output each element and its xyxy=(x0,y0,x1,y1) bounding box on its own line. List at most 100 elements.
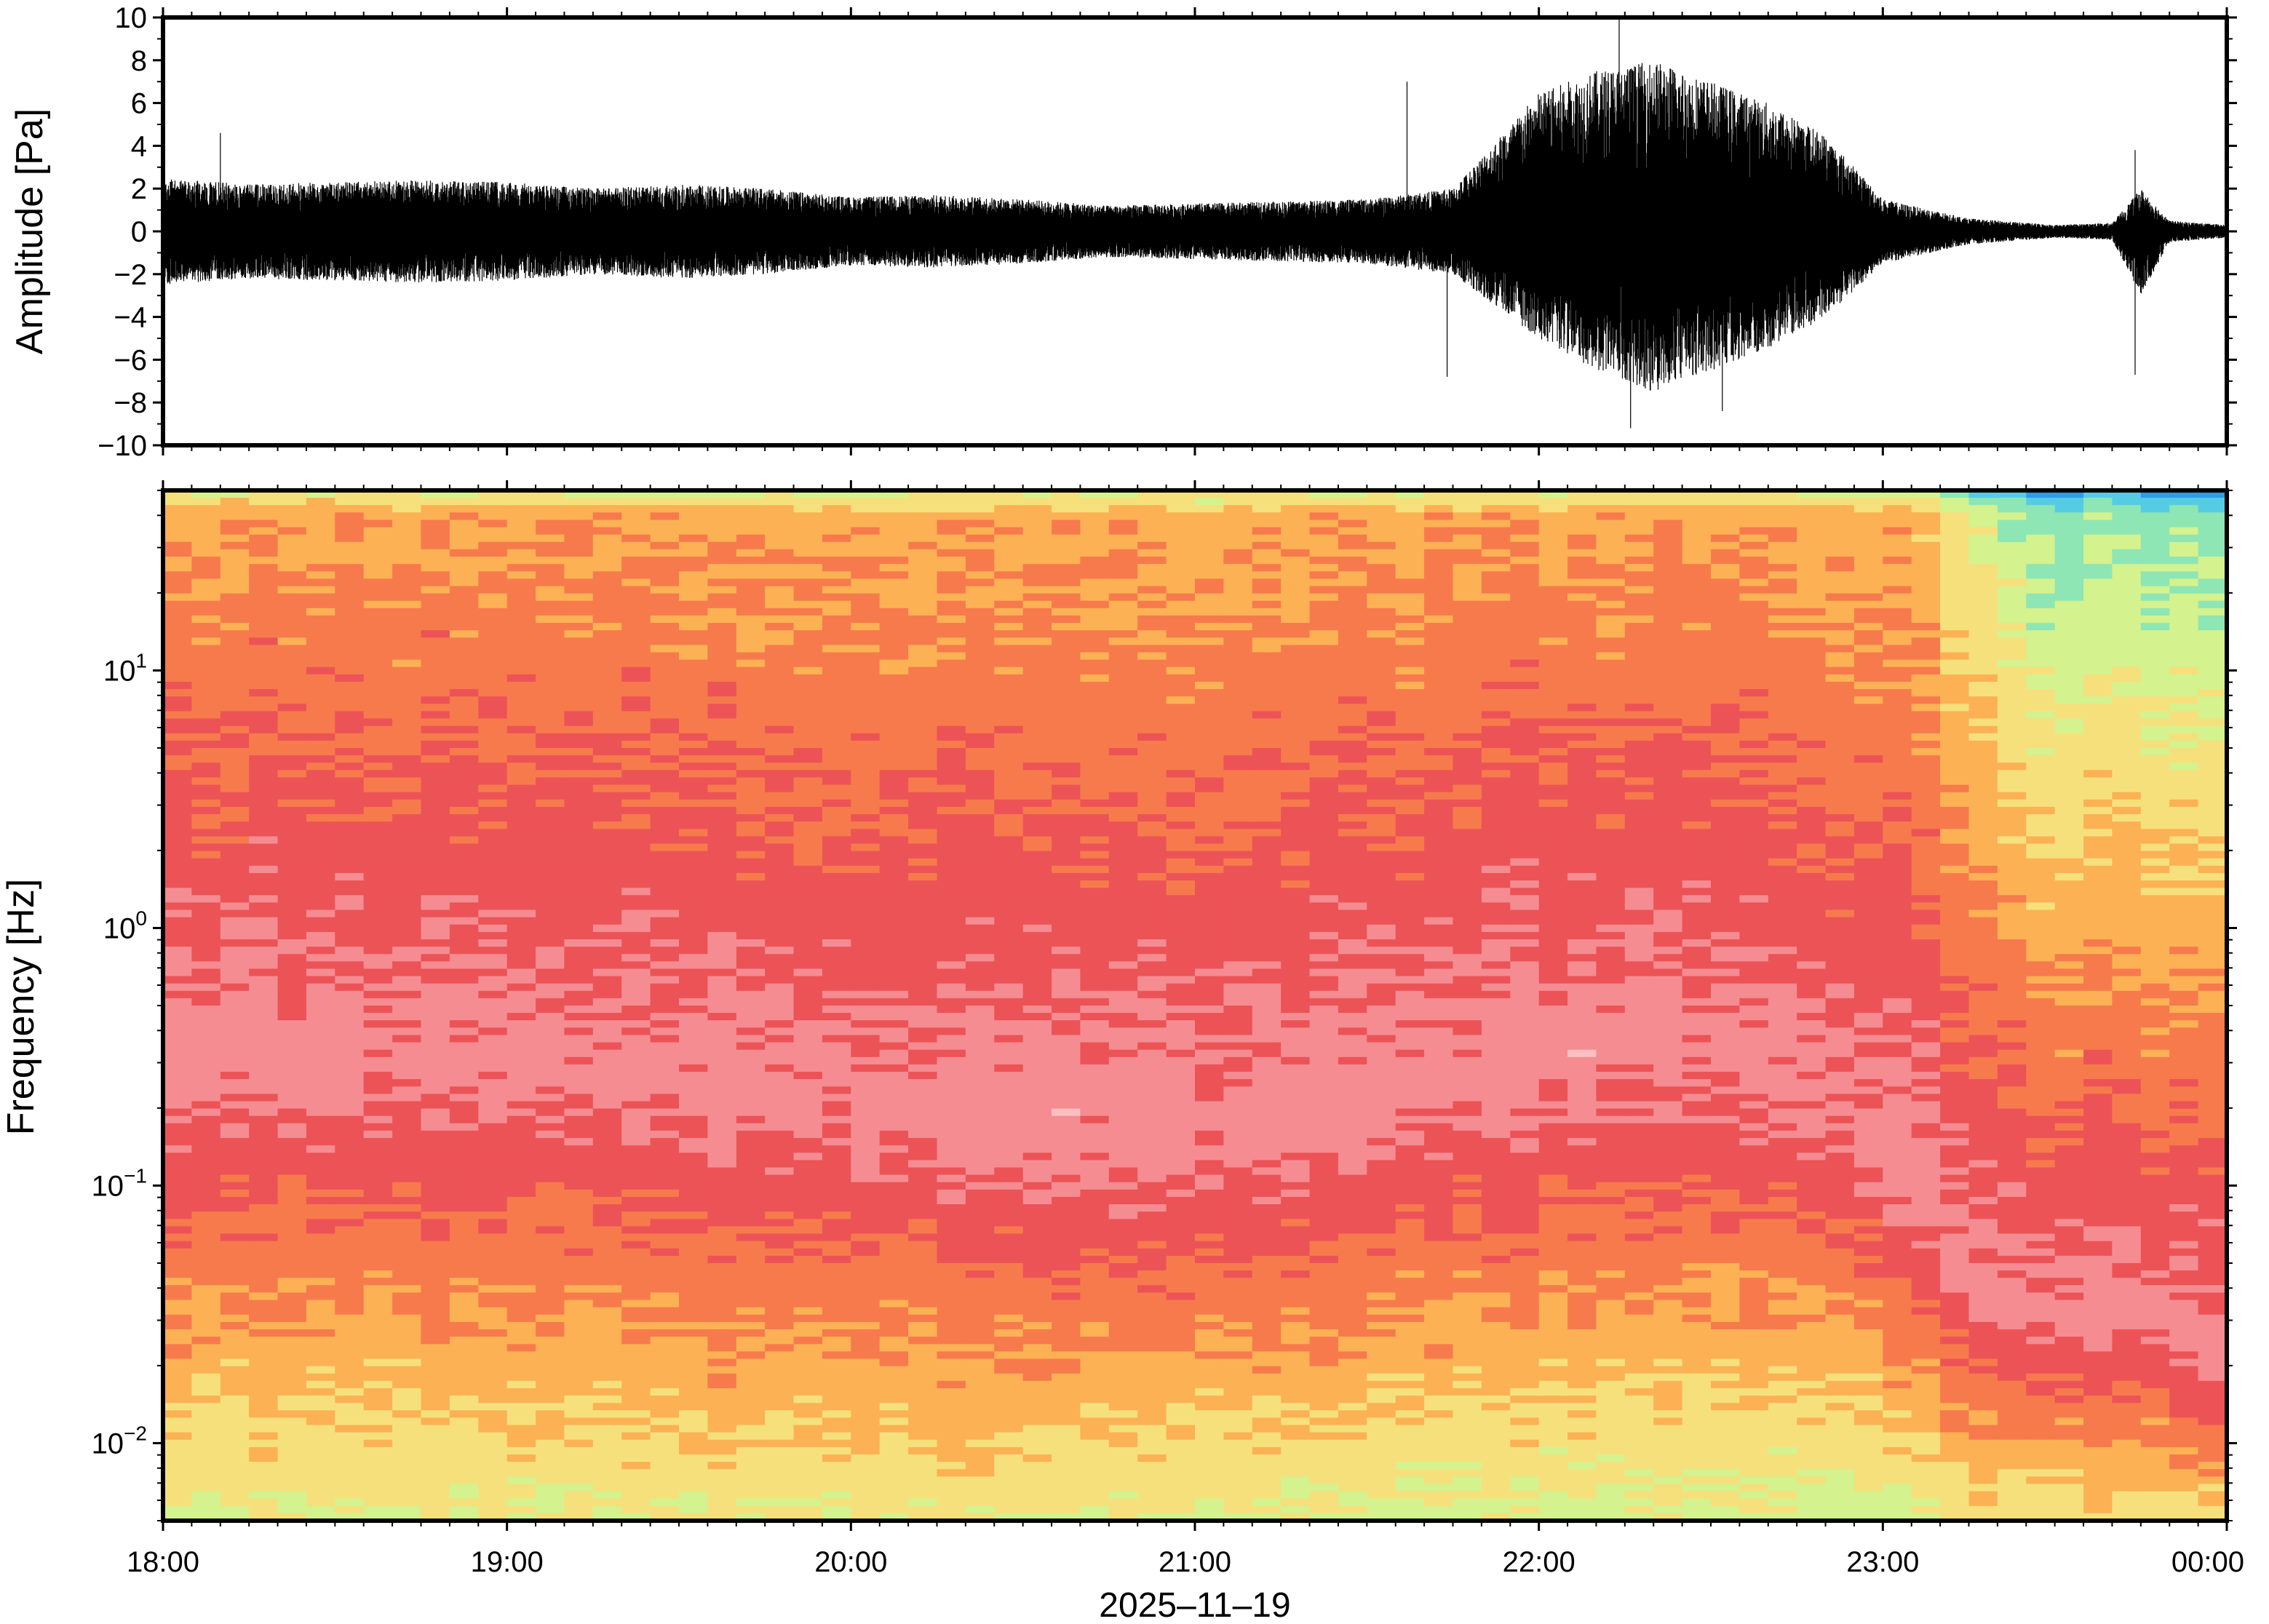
spectrogram-cell xyxy=(1137,600,1167,609)
spectrogram-cell xyxy=(1052,1035,1081,1043)
spectrogram-cell xyxy=(1080,888,1110,896)
spectrogram-cell xyxy=(736,593,766,602)
spectrogram-cell xyxy=(679,1049,709,1058)
spectrogram-cell xyxy=(679,1174,709,1183)
spectrogram-cell xyxy=(564,740,594,749)
spectrogram-cell xyxy=(421,1189,450,1198)
spectrogram-cell xyxy=(851,1388,881,1396)
spectrogram-cell xyxy=(421,983,450,992)
spectrogram-cell xyxy=(965,1079,996,1088)
spectrogram-cell xyxy=(249,748,279,757)
spectrogram-cell xyxy=(994,1123,1024,1131)
spectrogram-cell xyxy=(937,1027,966,1036)
spectrogram-cell xyxy=(621,733,651,741)
spectrogram-cell xyxy=(879,821,910,830)
spectrogram-cell xyxy=(736,711,766,720)
spectrogram-cell xyxy=(650,1358,680,1367)
spectrogram-cell xyxy=(965,1006,996,1014)
spectrogram-cell xyxy=(220,557,250,565)
spectrogram-cell xyxy=(220,1197,250,1206)
spectrogram-cell xyxy=(392,586,422,594)
spectrogram-cell xyxy=(1108,1219,1139,1227)
spectrogram-cell xyxy=(621,858,651,867)
spectrogram-cell xyxy=(793,1056,823,1065)
spectrogram-cell xyxy=(564,1255,594,1264)
spectrogram-cell xyxy=(1080,806,1110,815)
spectrogram-cell xyxy=(793,1380,823,1389)
spectrogram-cell xyxy=(1052,1344,1081,1353)
spectrogram-cell xyxy=(994,777,1024,786)
spectrogram-cell xyxy=(536,917,565,926)
spectrogram-cell xyxy=(994,1108,1024,1117)
spectrogram-cell xyxy=(707,1321,737,1330)
spectrogram-cell xyxy=(1022,821,1053,830)
spectrogram-cell xyxy=(822,983,852,992)
spectrogram-cell xyxy=(277,1344,307,1353)
spectrogram-cell xyxy=(937,814,966,823)
spectrogram-cell xyxy=(1108,843,1139,852)
spectrogram-cell xyxy=(650,645,680,653)
spectrogram-cell xyxy=(163,1027,193,1036)
spectrogram-cell xyxy=(707,968,737,977)
spectrogram-cell xyxy=(965,1410,996,1419)
spectrogram-cell xyxy=(449,498,480,506)
spectrogram-cell xyxy=(994,998,1024,1006)
spectrogram-cell xyxy=(994,1248,1024,1257)
spectrogram-cell xyxy=(335,814,365,823)
spectrogram-cell xyxy=(679,851,709,859)
spectrogram-cell xyxy=(879,1446,910,1455)
spectrogram-cell xyxy=(1052,630,1081,639)
spectrogram-cell xyxy=(908,623,938,632)
spectrogram-cell xyxy=(965,1278,996,1286)
spectrogram-cell xyxy=(306,1498,336,1507)
spectrogram-cell xyxy=(506,858,537,867)
spectrogram-cell xyxy=(1022,1035,1053,1043)
spectrogram-cell xyxy=(277,947,307,955)
spectrogram-cell xyxy=(679,1160,709,1169)
spectrogram-cell xyxy=(249,858,279,867)
spectrogram-cell xyxy=(1080,851,1110,859)
spectrogram-cell xyxy=(994,593,1024,602)
spectrogram-cell xyxy=(965,1292,996,1301)
spectrogram-cell xyxy=(851,520,881,528)
spectrogram-cell xyxy=(335,1278,365,1286)
spectrogram-cell xyxy=(1080,1337,1110,1345)
spectrogram-cell xyxy=(392,682,422,690)
spectrogram-cell xyxy=(650,1174,680,1183)
spectrogram-cell xyxy=(1022,990,1053,999)
spectrogram-cell xyxy=(879,571,910,580)
spectrogram-cell xyxy=(191,748,221,757)
spectrogram-cell xyxy=(249,1476,279,1485)
spectrogram-cell xyxy=(506,549,537,557)
spectrogram-cell xyxy=(879,711,910,720)
spectrogram-cell xyxy=(765,1491,795,1500)
spectrogram-cell xyxy=(822,704,852,712)
spectrogram-cell xyxy=(793,630,823,639)
spectrogram-cell xyxy=(277,1292,307,1301)
spectrogram-cell xyxy=(1022,1064,1053,1072)
spectrogram-cell xyxy=(650,1425,680,1433)
spectrogram-cell xyxy=(592,600,623,609)
spectrogram-cell xyxy=(1052,1337,1081,1345)
spectrogram-cell xyxy=(908,1189,938,1198)
spectrogram-cell xyxy=(822,1344,852,1353)
spectrogram-cell xyxy=(679,1403,709,1412)
spectrogram-cell xyxy=(937,505,966,514)
spectrogram-cell xyxy=(306,924,336,933)
spectrogram-cell xyxy=(249,947,279,955)
spectrogram-cell xyxy=(1108,549,1139,557)
spectrogram-cell xyxy=(163,1388,193,1396)
spectrogram-cell xyxy=(536,763,565,771)
spectrogram-cell xyxy=(536,1446,565,1455)
spectrogram-cell xyxy=(1052,792,1081,800)
spectrogram-cell xyxy=(1080,498,1110,506)
spectrogram-cell xyxy=(163,623,193,632)
spectrogram-cell xyxy=(392,725,422,734)
spectrogram-cell xyxy=(536,718,565,727)
spectrogram-cell xyxy=(449,843,480,852)
spectrogram-cell xyxy=(707,1204,737,1213)
spectrogram-cell xyxy=(822,1337,852,1345)
spectrogram-cell xyxy=(679,829,709,837)
spectrogram-cell xyxy=(937,1484,966,1492)
spectrogram-cell xyxy=(822,1123,852,1131)
